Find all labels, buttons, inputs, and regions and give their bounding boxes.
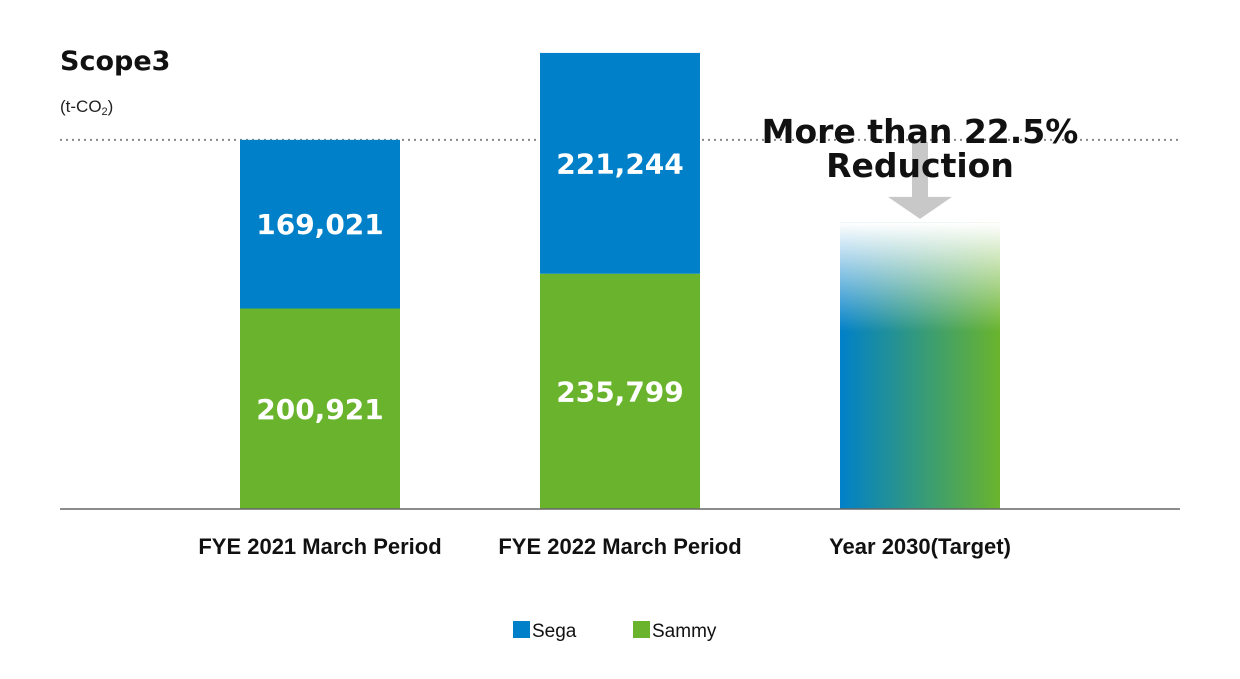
unit-label: (t-CO2) <box>60 97 113 118</box>
bar-labels-group: 200,921 169,021 235,799 221,244 <box>256 147 684 425</box>
down-arrow-shaft <box>912 141 928 198</box>
down-arrow-head <box>888 196 952 219</box>
category-labels-group: FYE 2021 March Period FYE 2022 March Peri… <box>198 534 1011 559</box>
legend-label-sammy: Sammy <box>652 621 717 642</box>
legend-label-sega: Sega <box>532 621 577 642</box>
legend: Sega Sammy <box>513 621 717 642</box>
bar-sammy-2 <box>540 273 700 509</box>
unit-subscript: 2 <box>102 106 108 118</box>
reduction-text-line-1: More than 22.5% <box>762 112 1079 151</box>
chart-title: Scope3 <box>60 46 170 77</box>
unit-main: (t-CO <box>60 97 102 116</box>
bar-sammy-1 <box>240 308 400 509</box>
down-arrow-icon <box>888 141 952 219</box>
target-bar-fade <box>840 222 1000 509</box>
data-label-sega-1: 169,021 <box>256 208 384 241</box>
data-label-sega-2: 221,244 <box>556 147 684 180</box>
bar-sega-1 <box>240 139 400 309</box>
bars-group <box>240 52 700 509</box>
bar-sega-2 <box>540 52 700 274</box>
category-label-1: FYE 2021 March Period <box>198 534 441 559</box>
category-label-3: Year 2030(Target) <box>829 534 1011 559</box>
reduction-text-line-2: Reduction <box>826 146 1014 185</box>
legend-swatch-sammy <box>633 621 650 638</box>
legend-swatch-sega <box>513 621 530 638</box>
target-bar-group <box>840 222 1000 509</box>
category-label-2: FYE 2022 March Period <box>498 534 741 559</box>
data-label-sammy-1: 200,921 <box>256 393 384 426</box>
unit-close: ) <box>108 97 114 116</box>
data-label-sammy-2: 235,799 <box>556 375 684 408</box>
